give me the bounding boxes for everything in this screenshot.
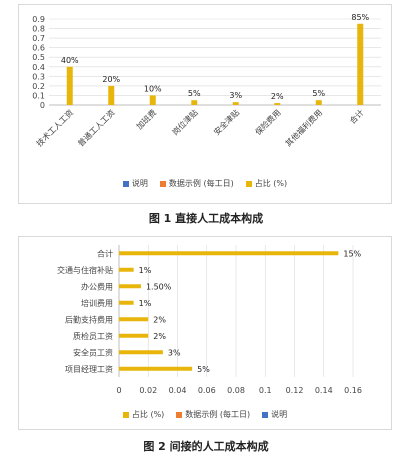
legend-swatch [245, 180, 252, 187]
bar [119, 300, 134, 305]
legend-label: 数据示例 (每工日) [168, 179, 234, 188]
data-label: 5% [188, 89, 201, 98]
x-tick-label: 岗位津贴 [170, 107, 200, 137]
y-tick-label: 项目经理工资 [65, 364, 113, 374]
y-tick-label: 办公费用 [81, 281, 113, 291]
x-tick-label: 0.06 [198, 386, 216, 395]
y-tick-label: 0.6 [32, 44, 45, 53]
data-label: 5% [312, 89, 325, 98]
data-label: 40% [61, 56, 79, 65]
y-tick-label: 0.5 [32, 53, 45, 62]
bar [315, 100, 322, 105]
y-tick-label: 合计 [97, 248, 113, 258]
legend-swatch [122, 411, 129, 418]
chart2-legend: 占比 (%) 数据示例 (每工日) 说明 [19, 409, 391, 420]
x-tick-label: 0.08 [227, 386, 245, 395]
data-label: 1% [139, 266, 152, 275]
data-label: 85% [351, 13, 369, 22]
chart1-legend-item: 数据示例 (每工日) [159, 178, 234, 189]
data-label: 10% [144, 84, 162, 93]
chart1-legend-item: 说明 [122, 178, 148, 189]
bar [149, 95, 156, 105]
x-tick-label: 普通工人工资 [76, 107, 117, 148]
bar [119, 267, 134, 272]
bar [66, 66, 73, 105]
y-tick-label: 培训费用 [81, 298, 113, 308]
legend-label: 说明 [131, 179, 148, 188]
chart2-legend-item: 占比 (%) [122, 409, 165, 420]
chart2-frame: 0 0.02 0.04 0.06 0.08 0.1 0.12 0.14 0.16 15% 合计 1% 交… [18, 236, 392, 430]
chart1-caption: 图 1 直接人工成本构成 [148, 212, 264, 225]
y-tick-label: 0 [40, 101, 45, 110]
x-tick-label: 其他福利费用 [283, 107, 324, 148]
legend-swatch [159, 180, 166, 187]
data-label: 3% [229, 91, 242, 100]
data-label: 1% [139, 299, 152, 308]
x-tick-label: 0 [116, 386, 121, 395]
data-label: 20% [102, 75, 120, 84]
bar [119, 317, 149, 322]
y-tick-label: 后勤支持费用 [65, 314, 113, 324]
x-tick-label: 安全津贴 [211, 107, 241, 137]
x-tick-label: 0.02 [139, 386, 157, 395]
chart1-legend: 说明 数据示例 (每工日) 占比 (%) [19, 178, 391, 189]
legend-swatch [122, 180, 129, 187]
y-tick-label: 0.8 [32, 25, 45, 34]
bar [191, 100, 198, 105]
bar [232, 102, 239, 105]
chart1-svg: 00.10.20.30.40.50.60.70.80.9 40% 技术工人工资 20%… [32, 13, 381, 148]
y-tick-label: 0.7 [32, 34, 45, 43]
data-label: 2% [153, 332, 166, 341]
x-tick-label: 0.12 [286, 386, 304, 395]
y-tick-label: 交通与住宿补贴 [57, 265, 113, 275]
x-tick-label: 0.04 [169, 386, 187, 395]
x-tick-label: 技术工人工资 [34, 107, 75, 148]
data-label: 3% [168, 348, 181, 357]
y-tick-label: 0.1 [32, 91, 45, 100]
data-label: 2% [153, 315, 166, 324]
data-label: 2% [271, 92, 284, 101]
chart2-legend-item: 数据示例 (每工日) [176, 409, 250, 420]
legend-swatch [262, 411, 269, 418]
legend-label: 说明 [271, 410, 288, 419]
y-tick-label: 0.2 [32, 82, 45, 91]
x-tick-label: 加班费 [134, 107, 158, 131]
bar [119, 333, 149, 338]
y-tick-label: 0.3 [32, 72, 45, 81]
bar [274, 103, 281, 105]
chart2-svg: 0 0.02 0.04 0.06 0.08 0.1 0.12 0.14 0.16 15% 合计 1% 交… [57, 245, 362, 395]
data-label: 15% [343, 249, 361, 258]
chart1-frame: 0 0.1 0.2 0.3 0.4 0.5 0.6 0.7 0.8 0.9 40% 技术工人工资 20%… [18, 4, 392, 204]
data-label: 1.50% [146, 282, 172, 291]
bar [119, 284, 141, 289]
bar [119, 366, 193, 371]
chart1-legend-item: 占比 (%) [245, 178, 288, 189]
x-tick-label: 保险费用 [253, 107, 283, 137]
legend-swatch [176, 411, 183, 418]
bar [119, 251, 339, 256]
chart2-caption: 图 2 间接的人工成本构成 [143, 440, 269, 453]
y-tick-label: 0.4 [32, 63, 45, 72]
x-tick-label: 0.16 [344, 386, 362, 395]
data-label: 5% [197, 365, 210, 374]
y-tick-label: 质检员工资 [73, 331, 113, 341]
bar [119, 350, 163, 355]
chart2-legend-item: 说明 [262, 409, 287, 420]
legend-label: 占比 (%) [131, 410, 165, 419]
y-tick-label: 安全员工资 [73, 347, 113, 357]
bar [357, 23, 364, 105]
x-tick-label: 0.14 [315, 386, 333, 395]
y-tick-label: 0.9 [32, 15, 45, 24]
bar [108, 85, 115, 105]
x-tick-label: 合计 [347, 107, 365, 125]
legend-label: 占比 (%) [254, 179, 288, 188]
x-tick-label: 0.1 [259, 386, 272, 395]
legend-label: 数据示例 (每工日) [185, 410, 251, 419]
